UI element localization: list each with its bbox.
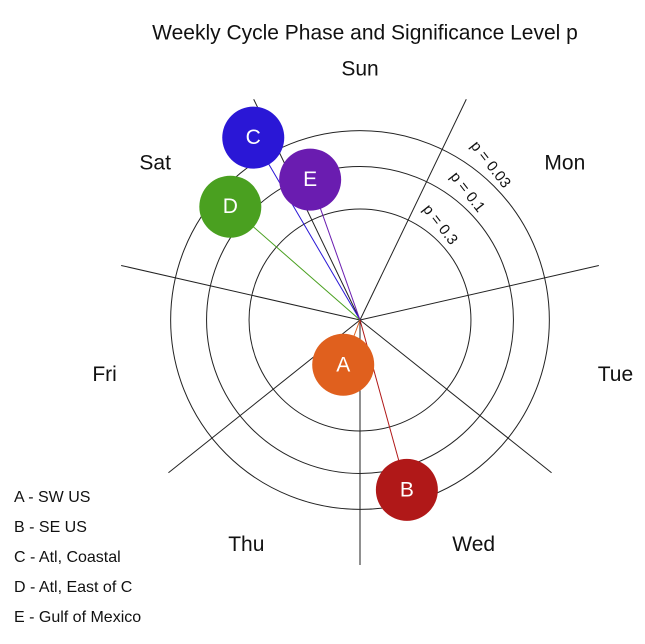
day-label: Thu	[228, 533, 264, 556]
spoke	[121, 264, 361, 321]
spoke	[359, 99, 467, 321]
region-point	[279, 148, 342, 211]
day-label: Wed	[452, 533, 495, 556]
spoke	[359, 319, 552, 474]
point-label: A	[336, 353, 350, 376]
chart-title: Weekly Cycle Phase and Significance Leve…	[152, 22, 578, 45]
legend-entry: C - Atl, Coastal	[14, 549, 121, 566]
day-label: Mon	[544, 152, 585, 175]
point-label: E	[303, 168, 317, 191]
point-label: D	[223, 195, 238, 218]
region-point	[199, 175, 262, 238]
spoke	[359, 264, 599, 321]
region-point	[312, 333, 375, 396]
day-label: Sat	[139, 152, 171, 175]
point-label: C	[246, 126, 261, 149]
day-label: Fri	[92, 363, 117, 386]
legend-entry: B - SE US	[14, 519, 87, 536]
point-label: B	[400, 478, 414, 501]
phase-line	[252, 137, 361, 321]
day-label: Tue	[598, 363, 633, 386]
legend-entry: D - Atl, East of C	[14, 579, 132, 596]
region-point	[222, 106, 285, 169]
day-label: Sun	[341, 58, 378, 81]
region-point	[375, 458, 438, 521]
r-tick-label: p = 0.3	[419, 201, 461, 248]
legend-entry: E - Gulf of Mexico	[14, 609, 141, 626]
legend-entry: A - SW US	[14, 489, 90, 506]
